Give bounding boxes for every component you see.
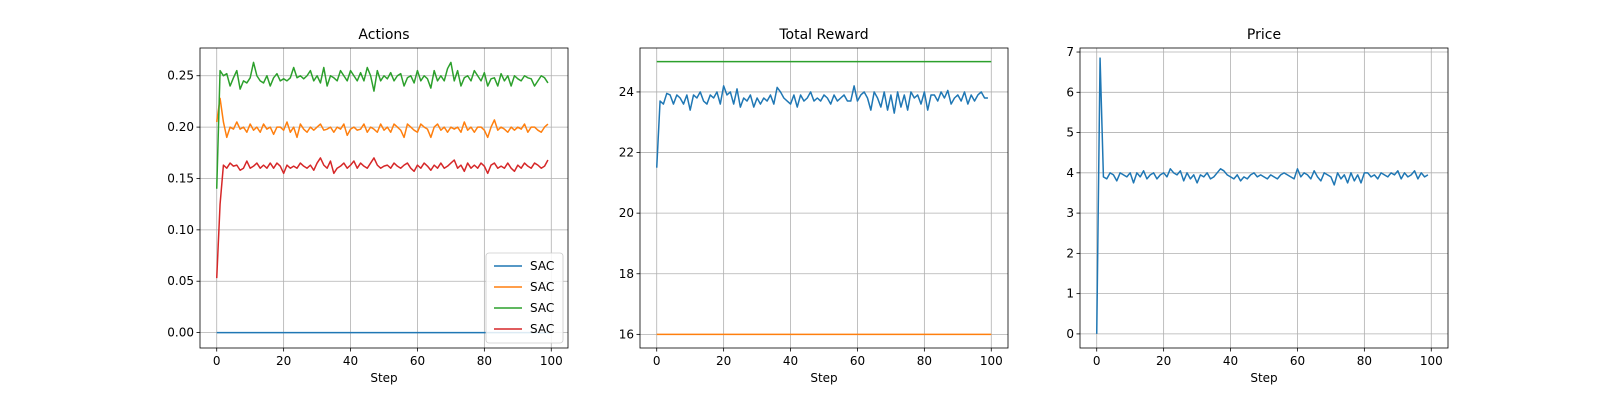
chart-title: Price bbox=[1247, 27, 1281, 43]
x-tick-label: 0 bbox=[653, 354, 661, 368]
y-tick-label: 20 bbox=[619, 206, 634, 220]
x-tick-label: 20 bbox=[716, 354, 731, 368]
x-tick-label: 40 bbox=[1223, 354, 1238, 368]
x-tick-label: 20 bbox=[1156, 354, 1171, 368]
y-tick-label: 3 bbox=[1066, 206, 1074, 220]
y-tick-label: 2 bbox=[1066, 246, 1074, 260]
x-tick-label: 40 bbox=[343, 354, 358, 368]
axes-frame bbox=[1079, 47, 1449, 349]
y-tick-label: 7 bbox=[1066, 45, 1074, 59]
y-tick-label: 0.20 bbox=[167, 120, 194, 134]
series-line-4 bbox=[215, 157, 549, 279]
x-tick-label: 0 bbox=[1093, 354, 1101, 368]
y-tick-label: 0.00 bbox=[167, 326, 194, 340]
legend-label: SAC bbox=[530, 301, 554, 315]
x-tick-label: 80 bbox=[1357, 354, 1372, 368]
x-tick-label: 20 bbox=[276, 354, 291, 368]
x-tick-label: 80 bbox=[477, 354, 492, 368]
legend: SAC SAC SAC SAC bbox=[485, 252, 564, 344]
y-tick-label: 0.15 bbox=[167, 171, 194, 185]
series-line-3 bbox=[215, 61, 549, 189]
chart-title: Actions bbox=[358, 27, 409, 43]
y-tick-label: 5 bbox=[1066, 126, 1074, 140]
x-tick-label: 100 bbox=[1420, 354, 1443, 368]
y-tick-label: 0.25 bbox=[167, 69, 194, 83]
x-tick-label: 60 bbox=[410, 354, 425, 368]
series-line-2 bbox=[215, 97, 549, 139]
legend-label: SAC bbox=[530, 280, 554, 294]
y-tick-label: 0 bbox=[1066, 327, 1074, 341]
y-tick-label: 0.05 bbox=[167, 274, 194, 288]
subplot-3: 0 20 40 60 80 100 0 1 2 3 4 5 6 7 Price Step bbox=[1066, 27, 1449, 385]
y-tick-label: 18 bbox=[619, 267, 634, 281]
y-tick-label: 22 bbox=[619, 146, 634, 160]
axes-frame bbox=[639, 47, 1009, 349]
x-tick-label: 60 bbox=[1290, 354, 1305, 368]
x-axis-label: Step bbox=[1250, 371, 1277, 385]
x-tick-label: 60 bbox=[850, 354, 865, 368]
y-tick-label: 1 bbox=[1066, 287, 1074, 301]
x-axis-label: Step bbox=[370, 371, 397, 385]
axes-frame bbox=[199, 47, 569, 349]
y-tick-label: 6 bbox=[1066, 85, 1074, 99]
x-tick-label: 100 bbox=[540, 354, 563, 368]
x-tick-label: 0 bbox=[213, 354, 221, 368]
x-tick-label: 40 bbox=[783, 354, 798, 368]
x-tick-label: 80 bbox=[917, 354, 932, 368]
y-tick-label: 24 bbox=[619, 85, 634, 99]
subplot-1: 0 20 40 60 80 100 0.00 0.05 0.10 0.15 0.20 0.25 Acti… bbox=[167, 27, 569, 385]
x-axis-label: Step bbox=[810, 371, 837, 385]
y-tick-label: 0.10 bbox=[167, 223, 194, 237]
x-tick-label: 100 bbox=[980, 354, 1003, 368]
y-tick-label: 4 bbox=[1066, 166, 1074, 180]
subplot-2: 0 20 40 60 80 100 16 18 20 22 24 Total Reward Step bbox=[619, 27, 1009, 385]
y-tick-label: 16 bbox=[619, 327, 634, 341]
legend-box bbox=[485, 252, 564, 344]
chart-title: Total Reward bbox=[778, 27, 868, 43]
legend-label: SAC bbox=[530, 322, 554, 336]
series-line-1 bbox=[1095, 57, 1429, 334]
legend-label: SAC bbox=[530, 259, 554, 273]
series-line-3 bbox=[655, 85, 988, 168]
